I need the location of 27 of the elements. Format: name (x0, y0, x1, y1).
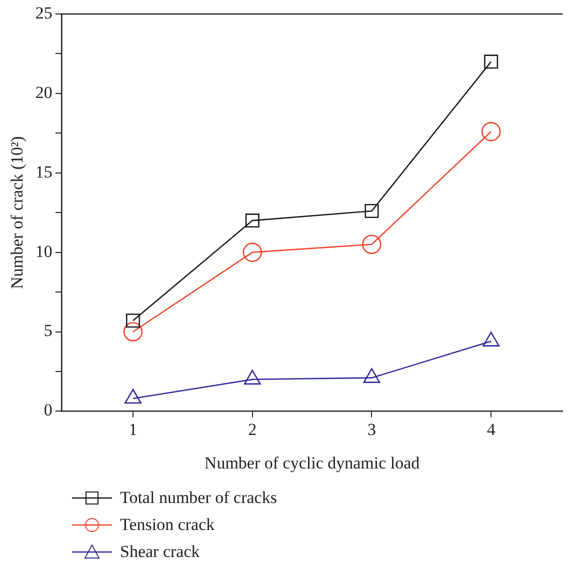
legend-label: Total number of cracks (120, 488, 277, 508)
point (244, 370, 261, 385)
y-tick-label: 5 (44, 321, 52, 340)
point (242, 242, 262, 262)
x-tick-label: 4 (486, 420, 496, 439)
point (482, 332, 500, 346)
x-tick-label: 3 (367, 420, 376, 439)
legend-label: Tension crack (120, 514, 215, 534)
y-tick-label: 0 (44, 400, 52, 420)
point (363, 368, 380, 383)
point (362, 234, 382, 254)
point (484, 54, 498, 69)
point (364, 204, 379, 218)
point (481, 122, 501, 142)
y-tick-label: 15 (35, 162, 52, 182)
y-tick-label: 10 (35, 242, 52, 261)
point (245, 214, 260, 228)
point (124, 388, 142, 404)
x-axis-title: Number of cyclic dynamic load (204, 453, 420, 472)
y-axis-title: Number of crack (10²) (8, 136, 27, 290)
x-tick-label: 2 (248, 420, 257, 439)
point (123, 322, 143, 342)
y-tick-label: 20 (35, 82, 52, 102)
y-tick-label: 25 (35, 3, 52, 22)
legend-label: Shear crack (120, 542, 200, 562)
x-tick-label: 1 (128, 420, 138, 439)
point (126, 314, 140, 328)
